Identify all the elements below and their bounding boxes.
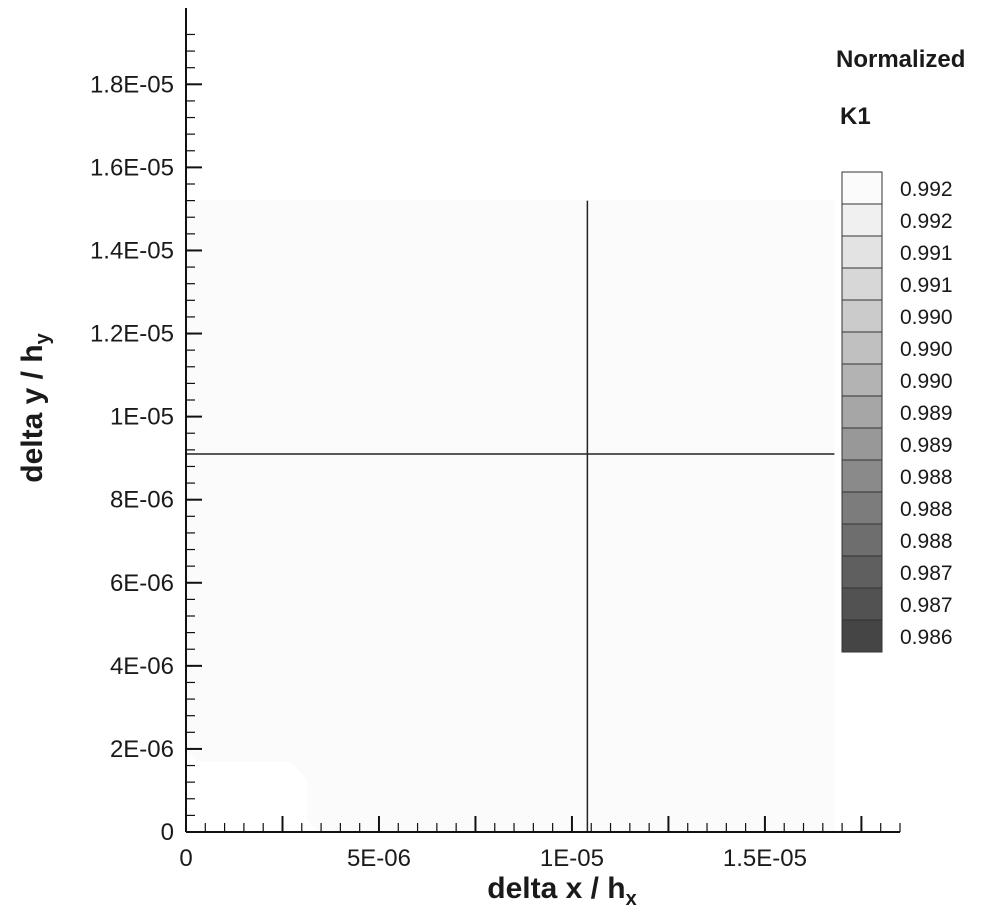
legend-label: 0.991 bbox=[900, 242, 953, 265]
legend-swatch bbox=[841, 395, 883, 429]
y-tick-label: 2E-06 bbox=[110, 736, 174, 763]
contour-band-0 bbox=[186, 200, 835, 833]
legend-swatch bbox=[841, 267, 883, 301]
legend-swatch bbox=[841, 491, 883, 525]
x-axis-ticks: 0 5E-06 1E-05 1.5E-05 bbox=[179, 816, 901, 872]
contour-field bbox=[186, 200, 835, 833]
legend-label: 0.988 bbox=[900, 498, 953, 521]
legend-label: 0.988 bbox=[900, 466, 953, 489]
x-tick-label: 5E-06 bbox=[347, 845, 411, 872]
legend-swatch bbox=[841, 523, 883, 557]
axes: 0 5E-06 1E-05 1.5E-05 0 2E-06 4E-06 6E-06 8E-06… bbox=[90, 8, 901, 872]
legend-title-line2: K1 bbox=[840, 103, 871, 130]
crosshair bbox=[186, 200, 835, 832]
legend-swatch bbox=[841, 331, 883, 365]
legend: Normalized K1 0.992 0.992 0.991 0.991 0.990 0… bbox=[836, 46, 965, 653]
y-tick-label: 1.4E-05 bbox=[90, 237, 174, 264]
legend-label: 0.986 bbox=[900, 626, 953, 649]
legend-swatch bbox=[841, 619, 883, 653]
legend-title-line1: Normalized bbox=[836, 46, 965, 73]
legend-label: 0.988 bbox=[900, 530, 953, 553]
x-tick-label: 1E-05 bbox=[540, 845, 604, 872]
legend-swatch bbox=[841, 459, 883, 493]
x-tick-label: 0 bbox=[179, 845, 192, 872]
y-tick-label: 6E-06 bbox=[110, 570, 174, 597]
y-tick-label: 4E-06 bbox=[110, 653, 174, 680]
legend-label: 0.992 bbox=[900, 178, 953, 201]
y-tick-label: 1E-05 bbox=[110, 404, 174, 431]
legend-swatch bbox=[841, 171, 883, 205]
x-axis-title: delta x / hx bbox=[487, 872, 637, 910]
legend-swatch bbox=[841, 587, 883, 621]
legend-swatch bbox=[841, 427, 883, 461]
y-axis-title-main: delta y / h bbox=[16, 344, 49, 482]
y-tick-label: 0 bbox=[161, 819, 174, 846]
legend-label: 0.991 bbox=[900, 274, 953, 297]
legend-label: 0.990 bbox=[900, 338, 953, 361]
y-axis-ticks: 0 2E-06 4E-06 6E-06 8E-06 1E-05 1.2E-05 1.4E-05… bbox=[90, 33, 202, 846]
legend-swatch bbox=[841, 299, 883, 333]
y-tick-label: 1.8E-05 bbox=[90, 71, 174, 98]
legend-label: 0.989 bbox=[900, 402, 953, 425]
legend-label: 0.987 bbox=[900, 594, 953, 617]
y-tick-label: 1.2E-05 bbox=[90, 321, 174, 348]
x-axis-title-main: delta x / h bbox=[487, 872, 625, 905]
x-axis-title-subscript: x bbox=[626, 888, 637, 910]
y-tick-label: 1.6E-05 bbox=[90, 154, 174, 181]
legend-label: 0.987 bbox=[900, 562, 953, 585]
legend-label: 0.990 bbox=[900, 306, 953, 329]
y-tick-label: 8E-06 bbox=[110, 487, 174, 514]
y-axis-title-subscript: y bbox=[32, 332, 54, 344]
legend-swatch bbox=[841, 555, 883, 589]
y-axis-title: delta y / hy bbox=[16, 332, 54, 482]
legend-swatch bbox=[841, 363, 883, 397]
legend-swatch bbox=[841, 235, 883, 269]
legend-label: 0.989 bbox=[900, 434, 953, 457]
x-tick-label: 1.5E-05 bbox=[723, 845, 807, 872]
legend-swatch bbox=[841, 203, 883, 237]
legend-label: 0.992 bbox=[900, 210, 953, 233]
legend-label: 0.990 bbox=[900, 370, 953, 393]
